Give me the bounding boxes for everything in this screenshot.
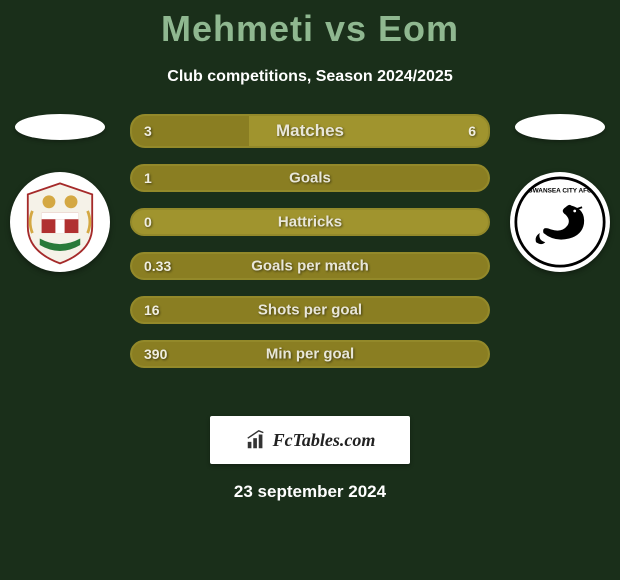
season-subtitle: Club competitions, Season 2024/2025: [0, 68, 620, 86]
bristol-city-crest-icon: [14, 176, 106, 268]
bar-fill-left: [132, 342, 488, 366]
stat-bar-row: 0.33Goals per match: [130, 252, 490, 280]
bar-fill-left: [132, 254, 488, 278]
bar-value-left: 0.33: [144, 258, 171, 274]
comparison-date: 23 september 2024: [0, 482, 620, 502]
comparison-title: Mehmeti vs Eom: [0, 0, 620, 50]
comparison-body: SWANSEA CITY AFC 36Matches1Goals0Hattric…: [0, 114, 620, 404]
bar-value-left: 0: [144, 214, 152, 230]
svg-text:SWANSEA CITY AFC: SWANSEA CITY AFC: [528, 188, 592, 195]
left-player-column: [0, 114, 120, 272]
stat-bar-row: 390Min per goal: [130, 340, 490, 368]
right-player-column: SWANSEA CITY AFC: [500, 114, 620, 272]
bar-value-right: 6: [468, 123, 476, 139]
bar-value-left: 1: [144, 170, 152, 186]
chart-icon: [245, 429, 267, 451]
source-badge: FcTables.com: [210, 416, 410, 464]
stat-bar-row: 0Hattricks: [130, 208, 490, 236]
left-flag-oval: [15, 114, 105, 140]
bar-label: Hattricks: [132, 214, 488, 231]
source-text: FcTables.com: [273, 430, 376, 451]
bar-value-left: 3: [144, 123, 152, 139]
stat-bar-row: 1Goals: [130, 164, 490, 192]
bar-fill-left: [132, 298, 488, 322]
bar-fill-left: [132, 166, 488, 190]
stat-bar-row: 36Matches: [130, 114, 490, 148]
swansea-city-crest-icon: SWANSEA CITY AFC: [514, 176, 606, 268]
left-club-badge: [10, 172, 110, 272]
right-club-badge: SWANSEA CITY AFC: [510, 172, 610, 272]
bar-value-left: 390: [144, 346, 167, 362]
right-flag-oval: [515, 114, 605, 140]
stat-bar-row: 16Shots per goal: [130, 296, 490, 324]
bar-value-left: 16: [144, 302, 160, 318]
stat-bars: 36Matches1Goals0Hattricks0.33Goals per m…: [130, 114, 490, 384]
